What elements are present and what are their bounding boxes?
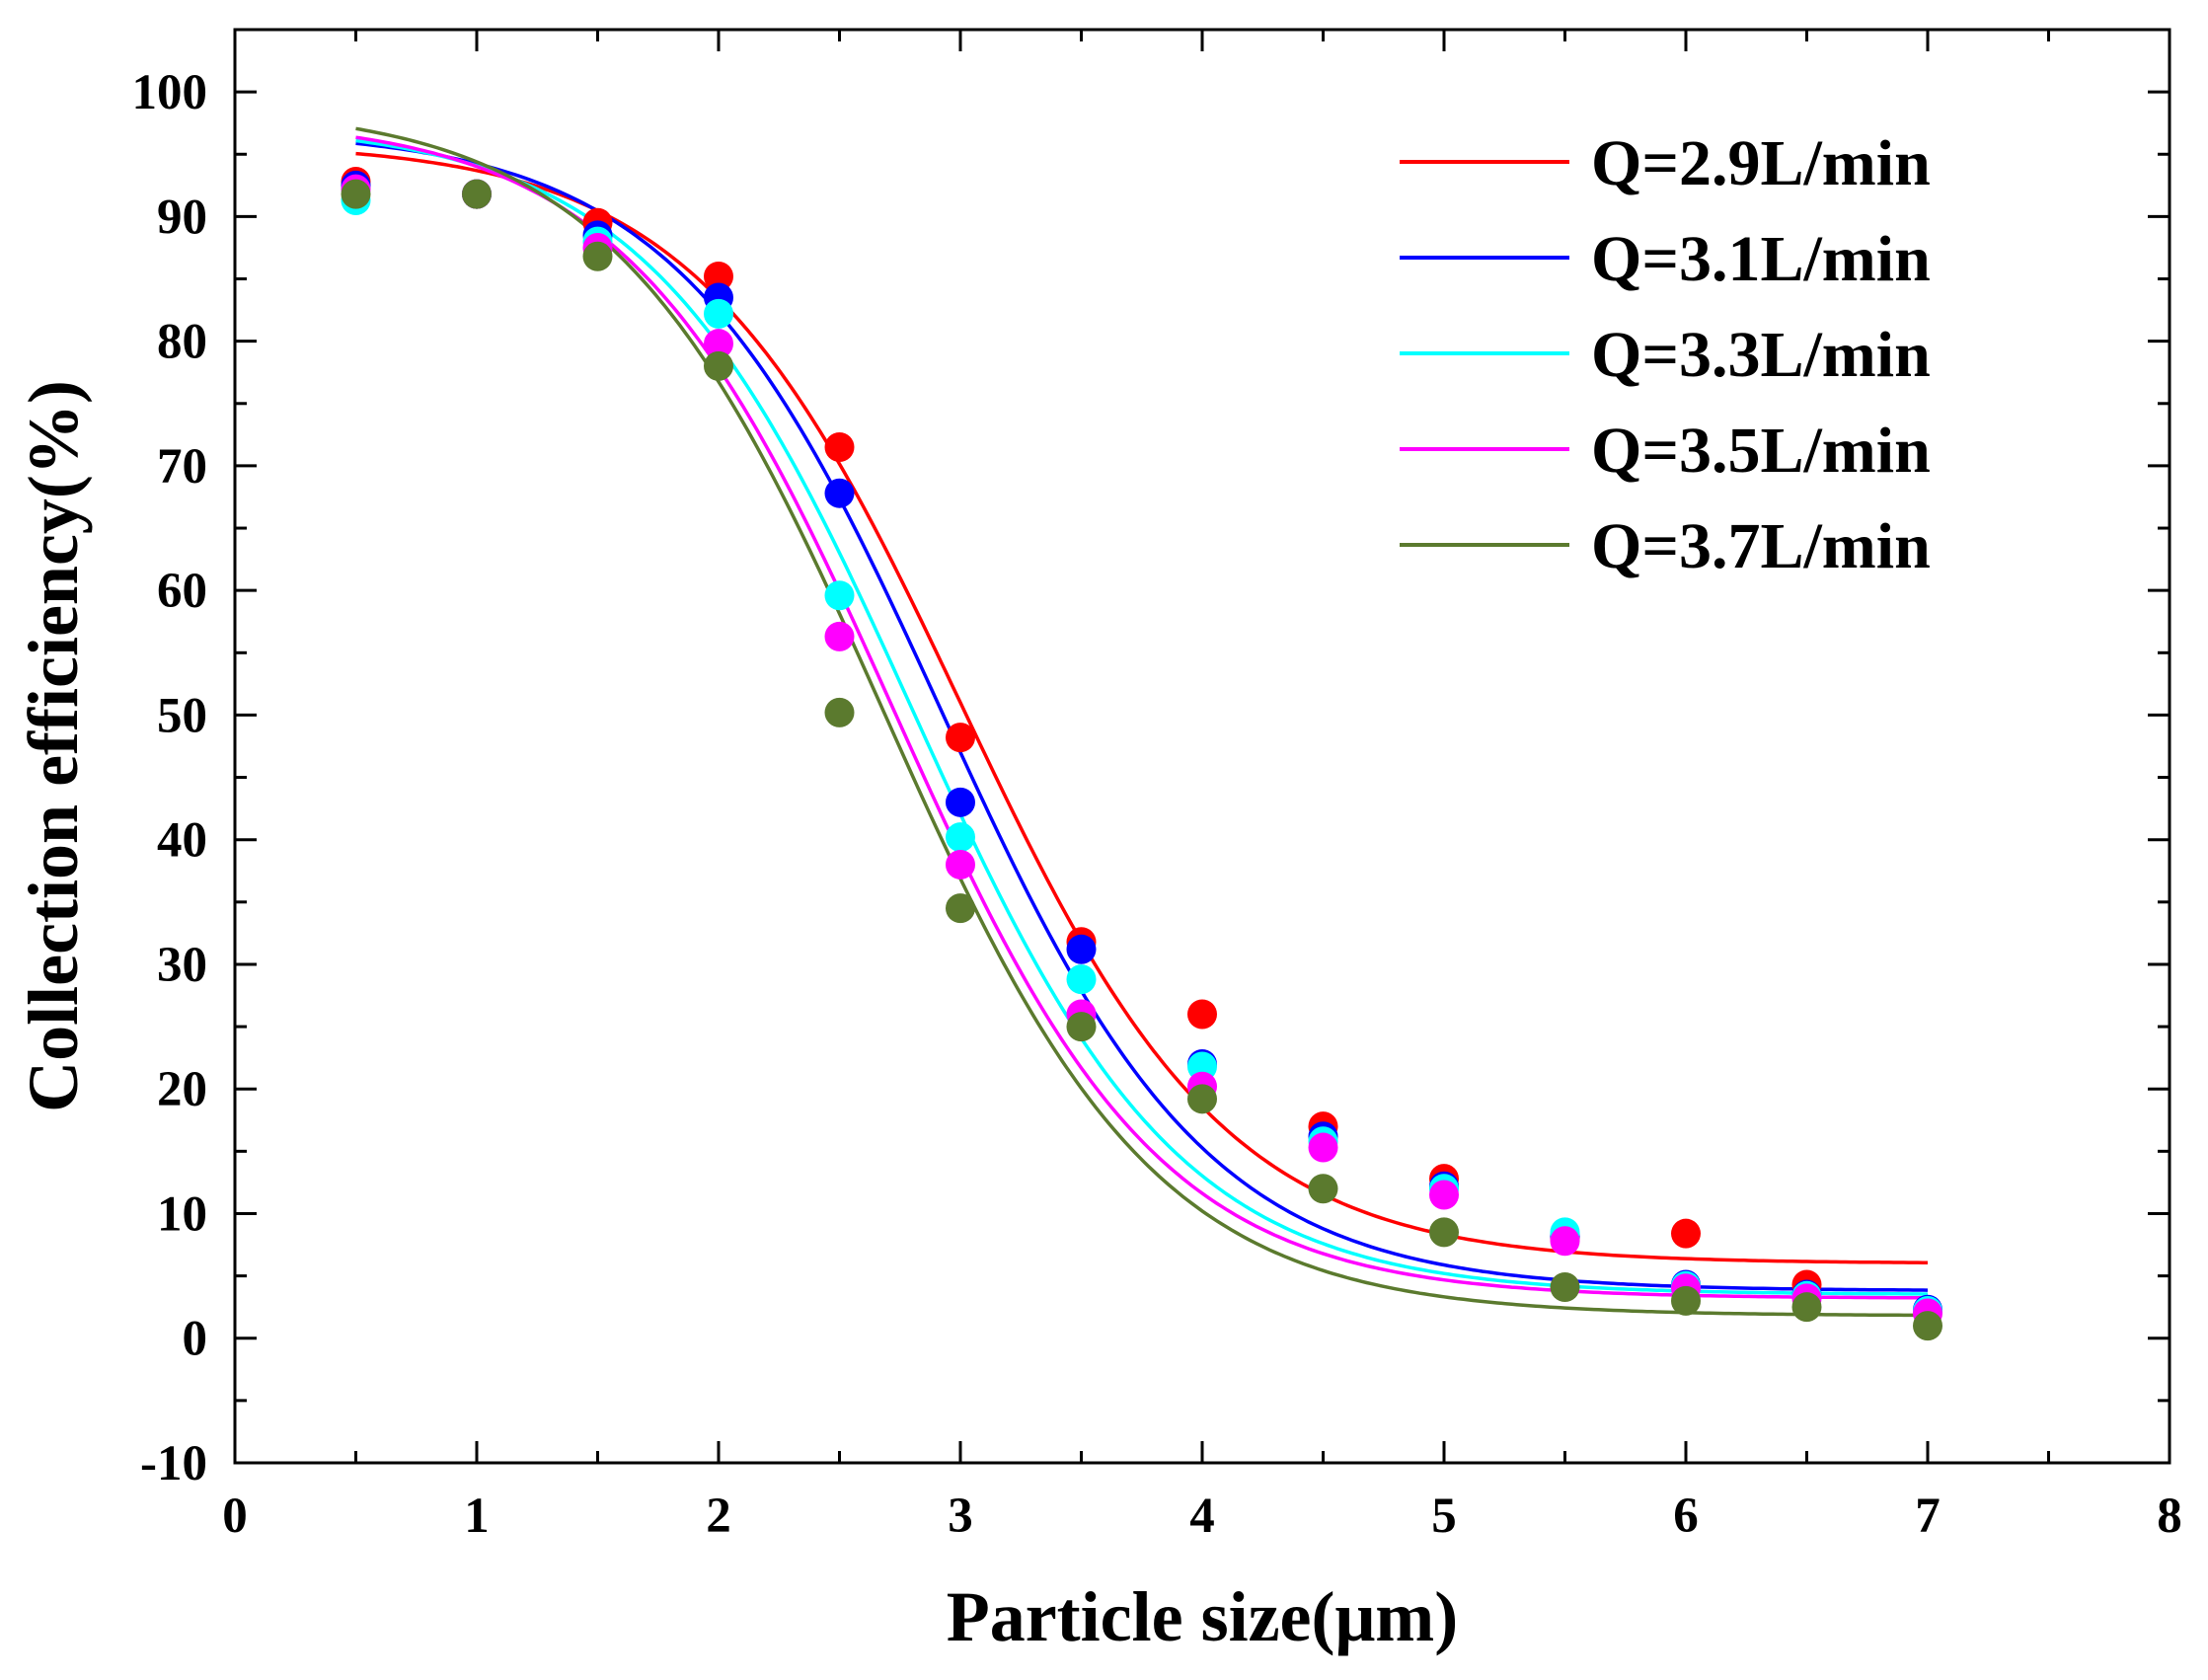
y-tick-label: 40 <box>157 813 207 869</box>
data-point-series-3 <box>1550 1226 1580 1257</box>
y-tick-label: 90 <box>157 190 207 245</box>
x-tick-label: 0 <box>222 1489 248 1544</box>
y-axis-title: Collection efficiency(%) <box>14 380 93 1112</box>
fit-curve-series-4 <box>355 126 1929 1318</box>
x-tick-label: 1 <box>464 1489 490 1544</box>
data-point-series-4 <box>462 179 492 209</box>
data-point-series-1 <box>946 787 975 817</box>
fit-curve-series-1 <box>355 141 1929 1292</box>
data-point-series-4 <box>1066 1012 1097 1042</box>
data-point-series-1 <box>1066 934 1097 964</box>
x-axis-title: Particle size(μm) <box>947 1577 1459 1656</box>
data-point-series-4 <box>1791 1292 1822 1323</box>
y-tick-label: 60 <box>157 564 207 619</box>
x-tick-label: 6 <box>1673 1489 1699 1544</box>
fit-curve-series-0 <box>355 151 1928 1264</box>
legend-label-series-1: Q=3.1L/min <box>1591 223 1931 295</box>
data-point-series-4 <box>946 893 975 924</box>
y-tick-label: 10 <box>157 1186 207 1242</box>
data-point-series-3 <box>824 621 855 651</box>
data-point-series-4 <box>1429 1217 1459 1248</box>
legend-label-series-4: Q=3.7L/min <box>1591 510 1931 582</box>
data-point-series-4 <box>1550 1271 1580 1302</box>
data-point-series-0 <box>1671 1218 1701 1249</box>
data-point-series-3 <box>946 849 975 879</box>
y-tick-label: 30 <box>157 938 207 993</box>
x-tick-label: 8 <box>2157 1489 2182 1544</box>
data-point-series-2 <box>946 822 975 853</box>
axes-layer: 0 1 2 3 4 5 6 7 8 -10 0 10 20 30 40 50 60 70 80 90 100 Partic… <box>14 28 2182 1656</box>
data-point-series-3 <box>1308 1132 1338 1163</box>
fit-curves-layer <box>355 126 1929 1318</box>
x-tick-label: 2 <box>706 1489 731 1544</box>
data-point-series-0 <box>1187 999 1217 1030</box>
y-tick-label: 0 <box>183 1312 208 1367</box>
legend-label-series-2: Q=3.3L/min <box>1591 319 1931 391</box>
data-point-series-3 <box>704 329 733 359</box>
data-point-series-0 <box>946 723 975 753</box>
data-point-series-0 <box>824 431 855 462</box>
x-tick-label: 3 <box>948 1489 973 1544</box>
data-point-series-0 <box>704 261 733 291</box>
y-tick-label: -10 <box>140 1436 207 1491</box>
y-tick-label: 20 <box>157 1062 207 1117</box>
y-tick-label: 80 <box>157 315 207 370</box>
data-point-series-4 <box>1671 1285 1701 1316</box>
data-point-series-4 <box>582 241 613 271</box>
data-point-series-4 <box>1913 1311 1942 1341</box>
y-tick-label: 100 <box>132 65 208 120</box>
data-point-series-4 <box>1187 1084 1217 1114</box>
x-tick-label: 5 <box>1431 1489 1457 1544</box>
y-tick-label: 50 <box>157 688 207 743</box>
y-tick-label: 70 <box>157 439 207 495</box>
legend-label-series-3: Q=3.5L/min <box>1591 415 1931 487</box>
data-point-series-4 <box>824 697 855 727</box>
data-point-series-4 <box>1308 1174 1338 1204</box>
x-tick-label: 4 <box>1189 1489 1215 1544</box>
fit-curve-series-2 <box>355 138 1928 1296</box>
data-point-series-4 <box>704 350 733 381</box>
data-point-series-3 <box>1429 1180 1459 1210</box>
data-point-series-2 <box>704 298 733 329</box>
data-points-layer <box>341 167 1942 1341</box>
legend-label-series-0: Q=2.9L/min <box>1591 127 1931 199</box>
data-point-series-2 <box>824 580 855 611</box>
fit-curve-series-3 <box>355 135 1928 1300</box>
x-tick-label: 7 <box>1915 1489 1941 1544</box>
data-point-series-2 <box>1066 964 1097 995</box>
data-point-series-1 <box>824 478 855 508</box>
data-point-series-4 <box>341 179 371 209</box>
legend: Q=2.9L/min Q=3.1L/min Q=3.3L/min Q=3.5L/min… <box>1400 127 1931 582</box>
